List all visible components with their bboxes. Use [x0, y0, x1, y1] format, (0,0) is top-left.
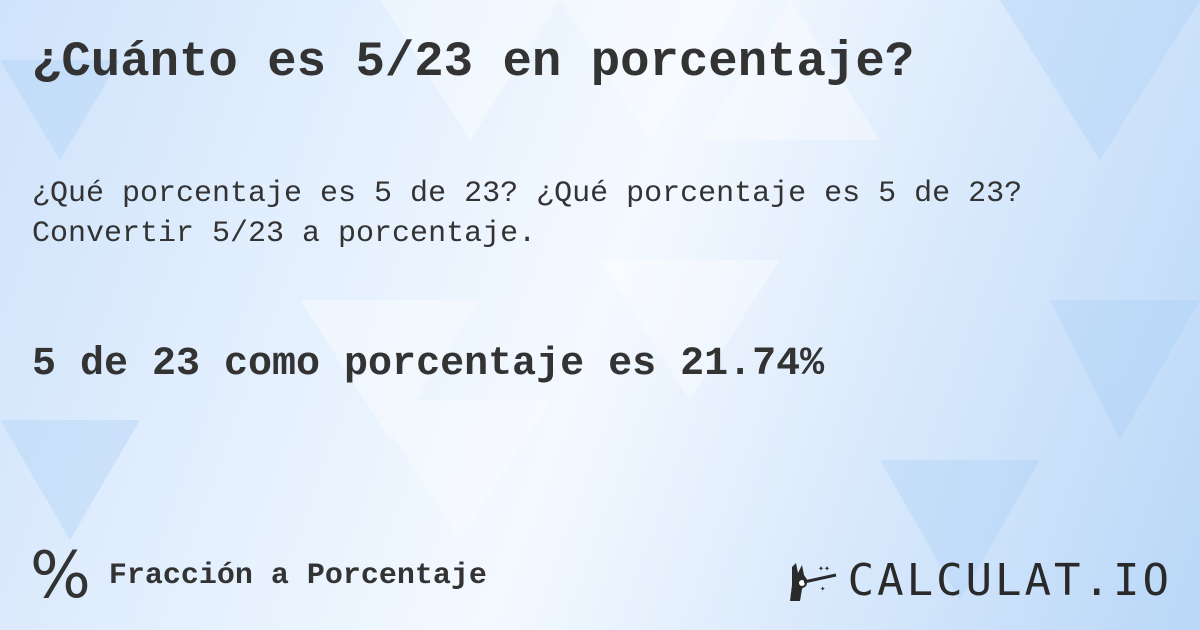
- category-link[interactable]: % Fracción a Porcentaje: [30, 539, 487, 613]
- percent-icon: %: [30, 539, 91, 613]
- result-text: 5 de 23 como porcentaje es 21.74%: [32, 342, 825, 387]
- svg-text:✦✦: ✦✦: [818, 564, 830, 575]
- description: ¿Qué porcentaje es 5 de 23? ¿Qué porcent…: [32, 177, 1023, 251]
- page-title: ¿Cuánto es 5/23 en porcentaje?: [32, 34, 915, 90]
- magic-hand-wand-icon: ✦✦ ✦: [789, 562, 836, 601]
- calculat-io-logo[interactable]: ✦✦ ✦ CALCULAT.IO: [788, 555, 1172, 606]
- svg-text:✦: ✦: [820, 584, 826, 594]
- logo-text: CALCULAT.IO: [847, 555, 1172, 606]
- category-label: Fracción a Porcentaje: [108, 559, 487, 593]
